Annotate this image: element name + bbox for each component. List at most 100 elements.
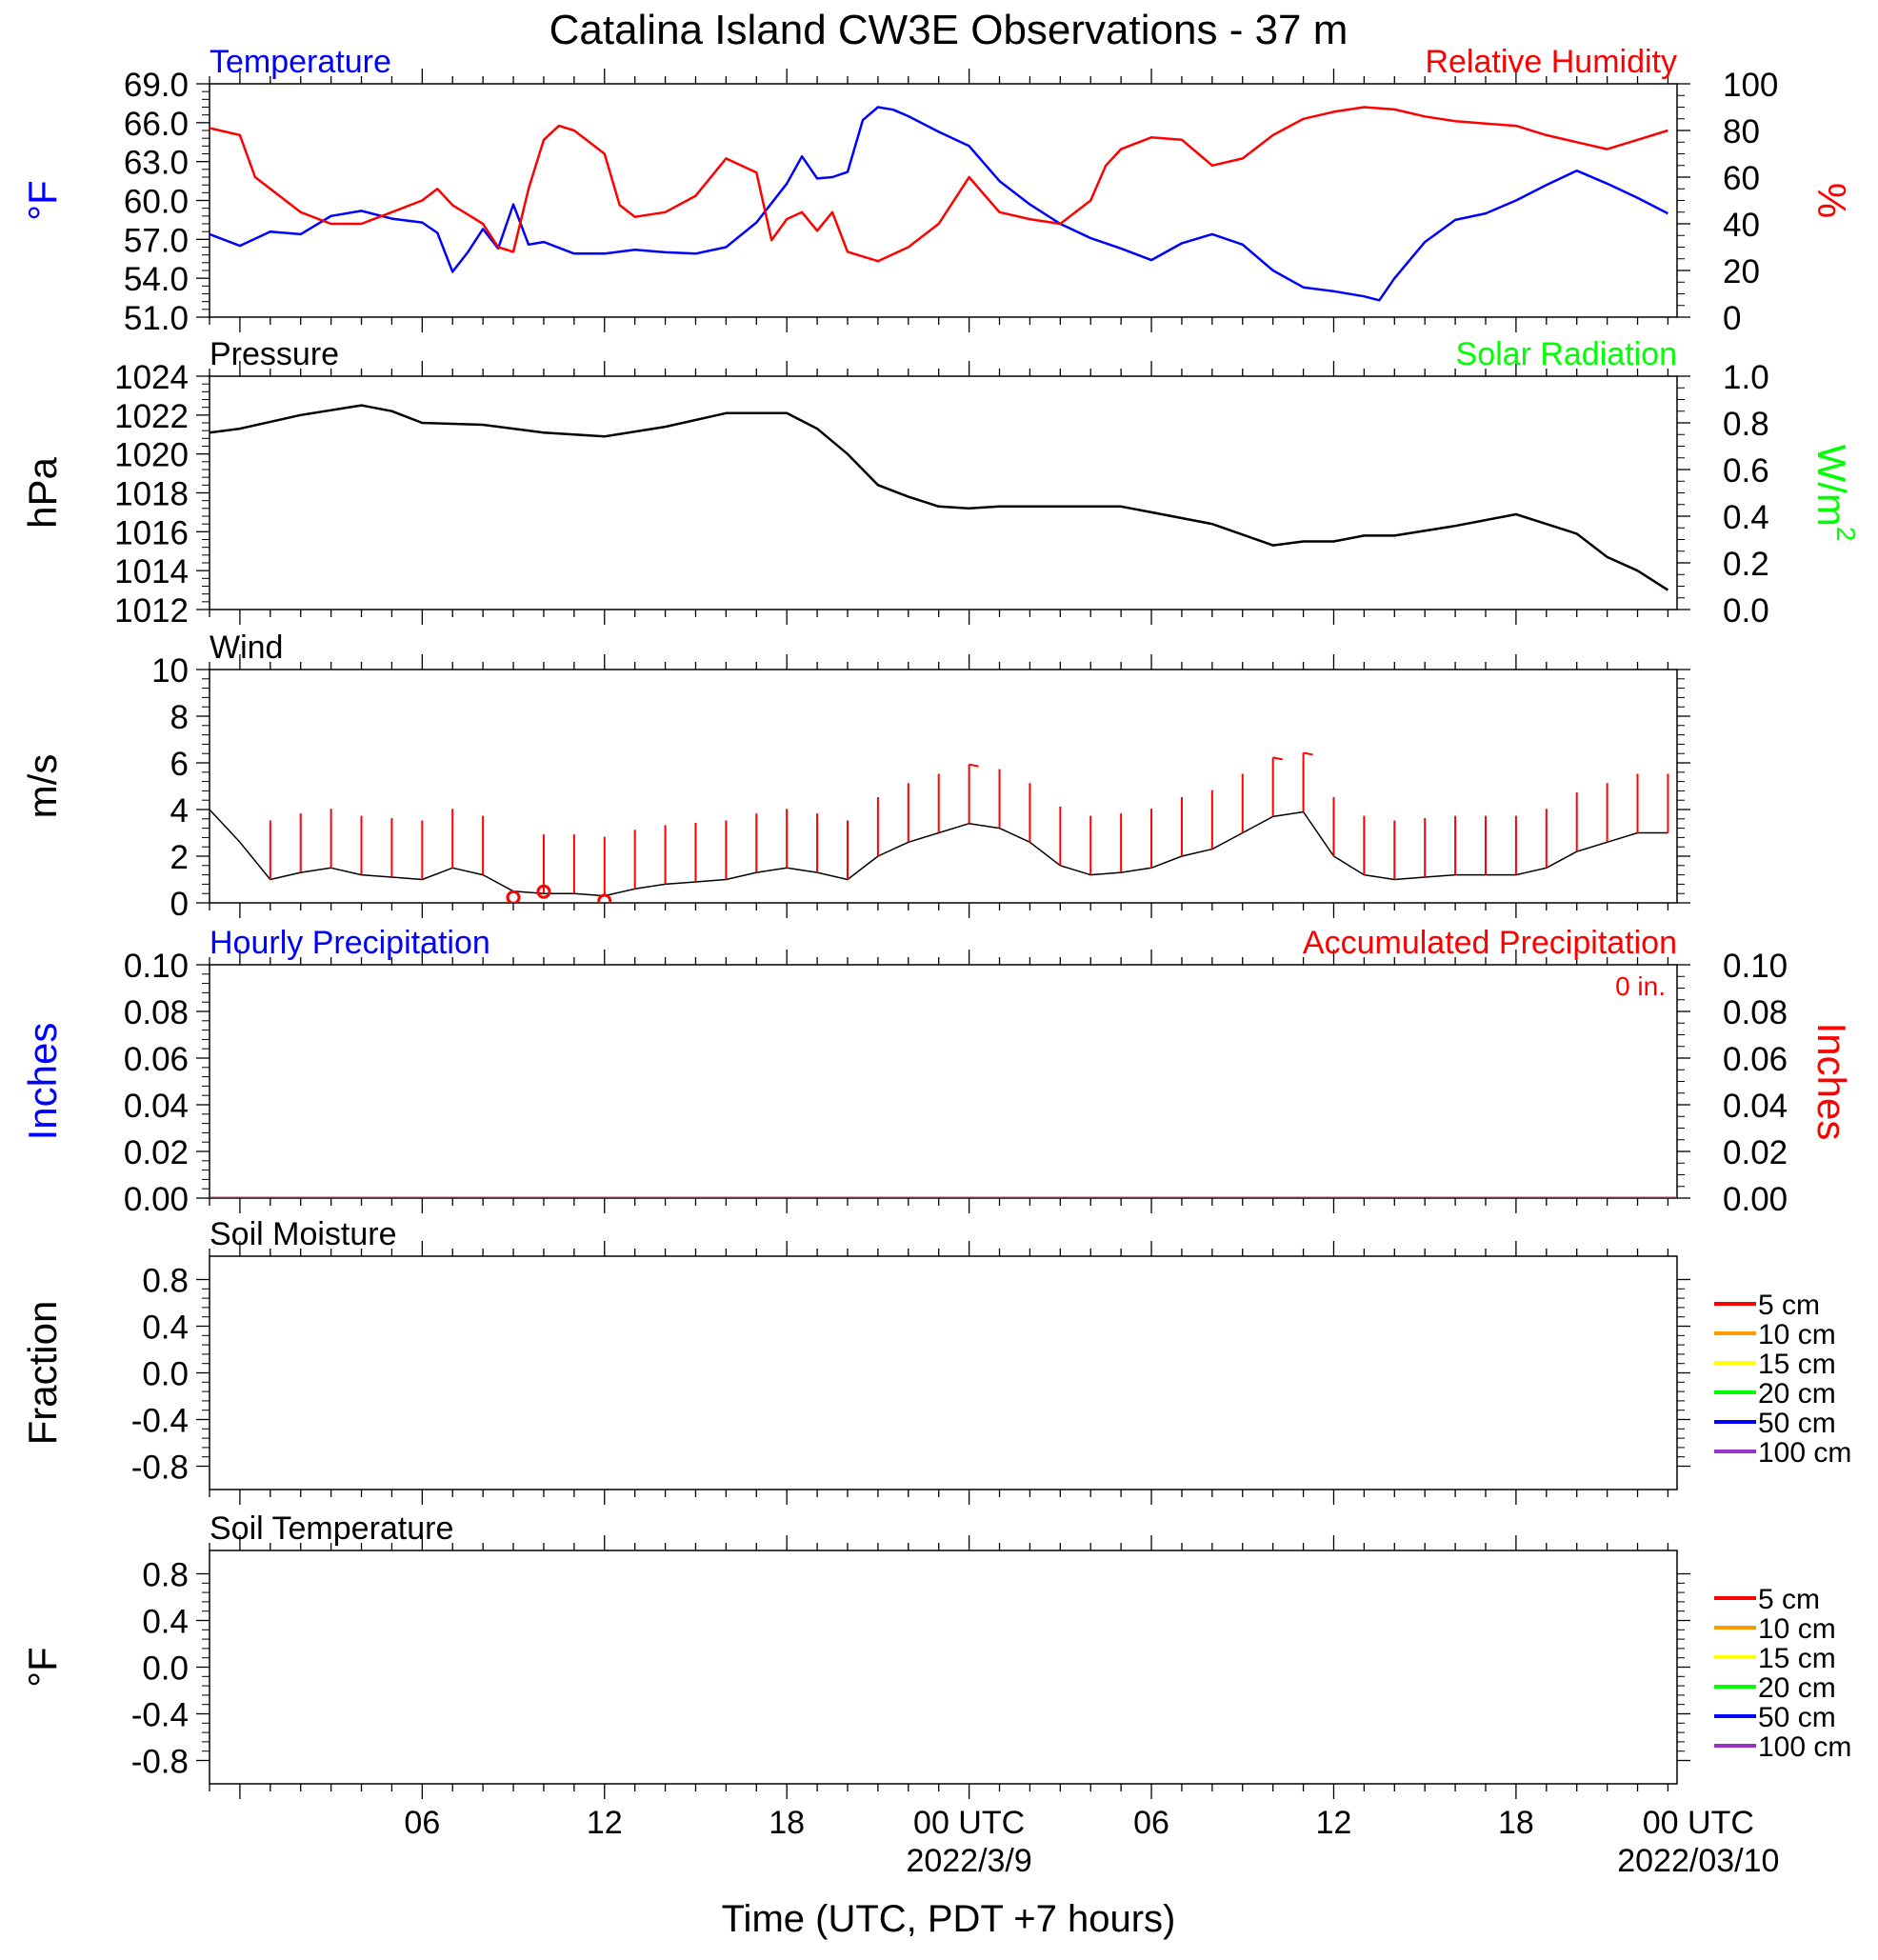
y-axis-label-right: % xyxy=(1809,183,1854,218)
accumulated-total-label: 0 in. xyxy=(1615,971,1666,1001)
y-tick-label-right: 0.02 xyxy=(1723,1134,1788,1171)
y-tick-label: 4 xyxy=(170,792,189,830)
x-date-label: 2022/03/10 xyxy=(1617,1843,1779,1879)
calm-circle xyxy=(536,884,551,899)
x-tick-label: 00 UTC xyxy=(1643,1805,1754,1841)
panel-title: Temperature xyxy=(210,44,391,80)
y-axis-label: °F xyxy=(20,180,65,220)
y-tick-label: -0.8 xyxy=(131,1450,189,1487)
y-tick-label-right: 100 xyxy=(1723,67,1778,104)
y-axis-label-right-text: W/m xyxy=(1809,445,1854,527)
y-axis-label: hPa xyxy=(20,456,65,528)
x-tick-label: 00 UTC xyxy=(913,1805,1025,1841)
series-group xyxy=(210,404,1669,591)
y-tick-label: 1020 xyxy=(114,437,189,474)
y-tick-label: 0.04 xyxy=(124,1088,189,1125)
legend-label: 20 cm xyxy=(1758,1672,1836,1704)
plot-frame xyxy=(209,83,1678,318)
panel-title: Soil Moisture xyxy=(210,1216,397,1252)
y-tick-label-right: 0.00 xyxy=(1723,1181,1788,1218)
y-tick-label-right: 0.4 xyxy=(1723,499,1769,536)
y-tick-label: 66.0 xyxy=(124,106,189,143)
series-group xyxy=(210,751,1669,903)
series-group xyxy=(210,106,1668,302)
y-tick-label-right: 0.04 xyxy=(1723,1088,1788,1125)
y-axis-label-right: W/m2 xyxy=(1809,445,1861,542)
plot-frame xyxy=(209,964,1678,1199)
panel-right-title: Solar Radiation xyxy=(1456,336,1677,372)
wind-barb-flag xyxy=(969,763,979,768)
y-tick-label: -0.8 xyxy=(131,1744,189,1781)
y-tick-label: 0.4 xyxy=(142,1604,189,1641)
chart-title: Catalina Island CW3E Observations - 37 m xyxy=(549,7,1349,53)
x-tick-label: 06 xyxy=(1133,1805,1169,1841)
y-tick-label: 6 xyxy=(170,746,189,783)
y-axis-label: m/s xyxy=(20,754,65,819)
legend-label: 100 cm xyxy=(1758,1437,1851,1469)
y-tick-label: 54.0 xyxy=(124,261,189,298)
calm-circle xyxy=(597,893,612,903)
y-tick-label: 1016 xyxy=(114,514,189,551)
y-tick-label-right: 0.8 xyxy=(1723,406,1769,443)
legend-label: 15 cm xyxy=(1758,1349,1836,1380)
panel-title: Wind xyxy=(210,630,283,666)
y-tick-label-right: 40 xyxy=(1723,207,1760,244)
panel-precip: 0.00 0.02 0.04 0.06 0.08 0.10 0.00 0.02 0.04 0.06… xyxy=(20,925,1854,1218)
calm-circle xyxy=(506,890,521,903)
legend-label: 50 cm xyxy=(1758,1408,1836,1439)
y-tick-label: 0.02 xyxy=(124,1134,189,1171)
y-tick-label: 63.0 xyxy=(124,145,189,182)
series-line-relative-humidity xyxy=(210,106,1668,263)
legend-label: 50 cm xyxy=(1758,1702,1836,1733)
y-tick-label: 1024 xyxy=(114,359,189,396)
legend-label: 10 cm xyxy=(1758,1613,1836,1645)
legend-label: 15 cm xyxy=(1758,1643,1836,1674)
x-tick-label: 12 xyxy=(1316,1805,1352,1841)
y-axis-label-right-text: % xyxy=(1809,183,1854,218)
y-tick-label: 60.0 xyxy=(124,184,189,221)
y-tick-label-right: 0.06 xyxy=(1723,1041,1788,1078)
panel-wind: 0 2 4 6 8 10 Wind m/s xyxy=(20,630,1690,923)
panel-title: Pressure xyxy=(210,336,339,372)
y-axis-label-right-text: Inches xyxy=(1809,1023,1854,1141)
y-tick-label: 1014 xyxy=(114,553,189,590)
panels: 51.054.057.060.063.066.069.0020406080100… xyxy=(20,44,1861,1879)
series-line-pressure xyxy=(210,404,1669,591)
legend-label: 5 cm xyxy=(1758,1290,1820,1321)
x-tick-label: 18 xyxy=(1498,1805,1534,1841)
y-tick-label: 2 xyxy=(170,839,189,876)
panel-soil_moisture: -0.8 -0.4 0.0 0.4 0.8 Soil Moisture Fraction 5 … xyxy=(20,1216,1851,1505)
y-tick-label: 51.0 xyxy=(124,300,189,337)
series-line-temperature xyxy=(210,106,1668,302)
x-tick-label: 18 xyxy=(769,1805,805,1841)
y-tick-label: 1012 xyxy=(114,592,189,630)
panel-title: Soil Temperature xyxy=(210,1510,453,1547)
panel-right-title: Relative Humidity xyxy=(1425,44,1677,80)
y-axis-label: Fraction xyxy=(20,1301,65,1446)
panel-right-title: Accumulated Precipitation xyxy=(1303,925,1677,961)
panel-temp_rh: 51.054.057.060.063.066.069.0 0 20 40 60 80 100… xyxy=(20,44,1854,337)
y-tick-label-right: 0.08 xyxy=(1723,994,1788,1031)
y-tick-label: 1022 xyxy=(114,398,189,435)
y-tick-label: 0.08 xyxy=(124,994,189,1031)
y-axis-label-right-superscript: 2 xyxy=(1831,527,1861,542)
plot-frame xyxy=(209,669,1678,904)
y-tick-label: 1018 xyxy=(114,476,189,513)
x-axis-title: Time (UTC, PDT +7 hours) xyxy=(722,1898,1176,1940)
y-tick-label: 0.06 xyxy=(124,1041,189,1078)
y-axis-label-right: Inches xyxy=(1809,1023,1854,1141)
y-tick-label: 10 xyxy=(151,652,189,690)
panel-title: Hourly Precipitation xyxy=(210,925,490,961)
legend-label: 10 cm xyxy=(1758,1319,1836,1350)
wind-barb-flag xyxy=(1303,751,1313,756)
legend-label: 5 cm xyxy=(1758,1584,1820,1615)
y-tick-label: 0.8 xyxy=(142,1263,189,1300)
y-tick-label-right: 0.6 xyxy=(1723,452,1769,490)
x-date-label: 2022/3/9 xyxy=(906,1843,1031,1879)
y-axis-label: Inches xyxy=(20,1023,65,1141)
y-tick-label-right: 0.10 xyxy=(1723,948,1788,985)
